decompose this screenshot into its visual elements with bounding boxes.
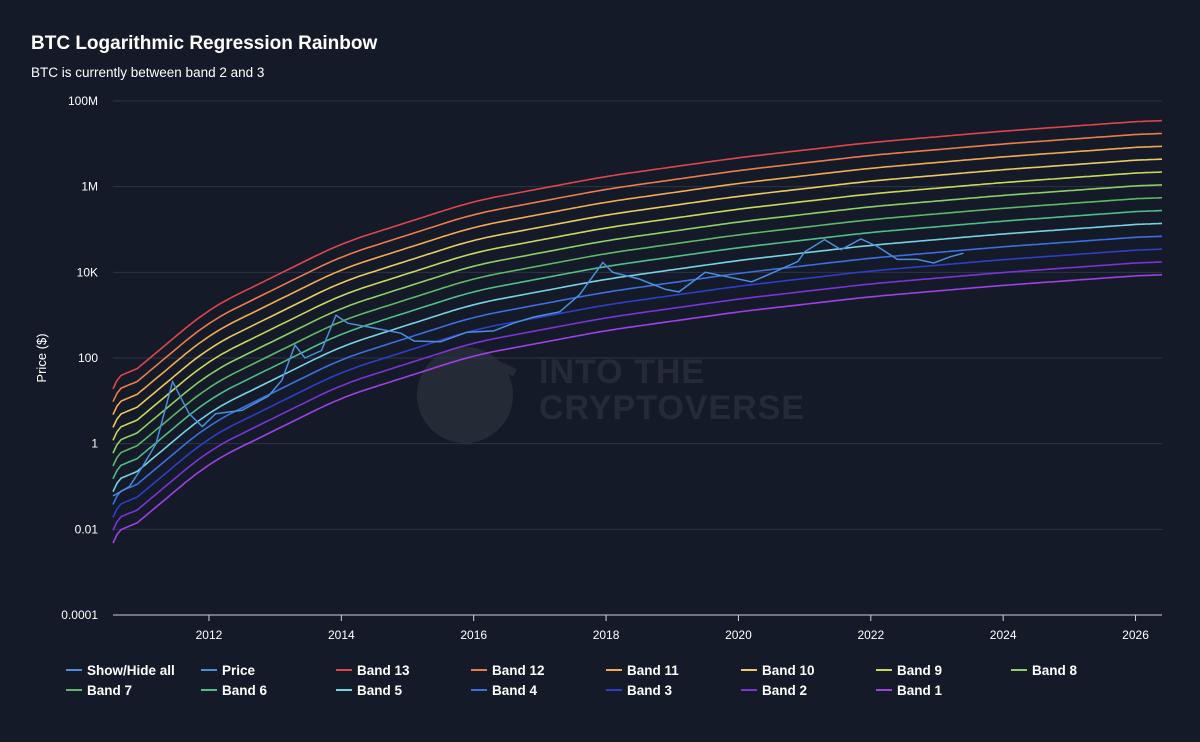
y-tick-label: 100M bbox=[68, 94, 98, 108]
x-tick-label: 2022 bbox=[857, 628, 884, 642]
legend-item-band-6[interactable]: Band 6 bbox=[201, 682, 336, 698]
legend-item-price[interactable]: Price bbox=[201, 662, 336, 678]
band-line-band-12 bbox=[112, 132, 1163, 403]
legend-swatch bbox=[741, 669, 757, 671]
legend-swatch bbox=[201, 669, 217, 671]
band-line-band-13 bbox=[112, 119, 1163, 390]
legend-swatch bbox=[66, 689, 82, 691]
legend-label: Band 11 bbox=[627, 662, 679, 678]
legend-item-band-10[interactable]: Band 10 bbox=[741, 662, 876, 678]
band-lines bbox=[112, 119, 1163, 544]
legend-swatch bbox=[876, 669, 892, 671]
legend: Show/Hide all Price Band 13 Band 12 Band 11 B… bbox=[66, 662, 1176, 698]
legend-swatch bbox=[606, 689, 622, 691]
y-axis-label: Price ($) bbox=[34, 333, 49, 382]
legend-item-band-11[interactable]: Band 11 bbox=[606, 662, 741, 678]
legend-item-band-7[interactable]: Band 7 bbox=[66, 682, 201, 698]
legend-item-band-13[interactable]: Band 13 bbox=[336, 662, 471, 678]
legend-swatch bbox=[471, 689, 487, 691]
x-tick-label: 2016 bbox=[460, 628, 487, 642]
legend-label: Band 12 bbox=[492, 662, 545, 678]
band-line-band-7 bbox=[112, 196, 1163, 467]
legend-swatch bbox=[606, 669, 622, 671]
legend-swatch bbox=[741, 689, 757, 691]
axes: 100M 1M 10K 100 1 0.01 0.0001 2012 2014 2016 2018 2… bbox=[61, 94, 1162, 642]
y-tick-label: 100 bbox=[78, 351, 98, 365]
legend-label: Band 1 bbox=[897, 682, 943, 698]
band-line-band-2 bbox=[112, 261, 1163, 531]
band-line-band-6 bbox=[112, 209, 1163, 480]
legend-label: Band 8 bbox=[1032, 662, 1078, 678]
band-line-band-11 bbox=[112, 145, 1163, 415]
chart-title: BTC Logarithmic Regression Rainbow bbox=[31, 33, 378, 54]
y-tick-label: 0.01 bbox=[75, 522, 99, 536]
band-line-band-10 bbox=[112, 158, 1163, 428]
band-line-band-4 bbox=[112, 235, 1163, 505]
legend-item-band-4[interactable]: Band 4 bbox=[471, 682, 606, 698]
legend-label: Price bbox=[222, 662, 256, 678]
legend-item-show-hide-all[interactable]: Show/Hide all bbox=[66, 662, 201, 678]
legend-swatch bbox=[336, 669, 352, 671]
legend-label: Show/Hide all bbox=[87, 662, 175, 678]
y-tick-label: 0.0001 bbox=[61, 608, 98, 622]
legend-item-band-5[interactable]: Band 5 bbox=[336, 682, 471, 698]
legend-swatch bbox=[1011, 669, 1027, 671]
legend-item-band-9[interactable]: Band 9 bbox=[876, 662, 1011, 678]
legend-label: Band 4 bbox=[492, 682, 538, 698]
legend-item-band-12[interactable]: Band 12 bbox=[471, 662, 606, 678]
legend-item-band-8[interactable]: Band 8 bbox=[1011, 662, 1146, 678]
legend-item-band-3[interactable]: Band 3 bbox=[606, 682, 741, 698]
price-line bbox=[112, 238, 964, 497]
band-line-band-3 bbox=[112, 248, 1163, 518]
legend-item-band-1[interactable]: Band 1 bbox=[876, 682, 1011, 698]
band-line-band-1 bbox=[112, 274, 1163, 544]
x-tick-label: 2026 bbox=[1122, 628, 1149, 642]
legend-label: Band 10 bbox=[762, 662, 815, 678]
band-line-band-9 bbox=[112, 171, 1163, 441]
band-line-band-5 bbox=[112, 222, 1163, 493]
legend-item-band-2[interactable]: Band 2 bbox=[741, 682, 876, 698]
band-line-band-8 bbox=[112, 184, 1163, 454]
y-tick-label: 1 bbox=[91, 437, 98, 451]
chart-subtitle: BTC is currently between band 2 and 3 bbox=[31, 65, 265, 80]
x-tick-label: 2012 bbox=[196, 628, 223, 642]
legend-label: Band 7 bbox=[87, 682, 133, 698]
legend-label: Band 5 bbox=[357, 682, 403, 698]
legend-swatch bbox=[876, 689, 892, 691]
x-tick-label: 2020 bbox=[725, 628, 752, 642]
legend-swatch bbox=[471, 669, 487, 671]
x-tick-label: 2018 bbox=[593, 628, 620, 642]
legend-label: Band 2 bbox=[762, 682, 808, 698]
x-tick-label: 2024 bbox=[990, 628, 1017, 642]
legend-label: Band 6 bbox=[222, 682, 268, 698]
legend-swatch bbox=[66, 669, 82, 671]
legend-label: Band 3 bbox=[627, 682, 673, 698]
legend-label: Band 9 bbox=[897, 662, 943, 678]
x-tick-label: 2014 bbox=[328, 628, 355, 642]
legend-swatch bbox=[336, 689, 352, 691]
y-tick-label: 10K bbox=[77, 265, 98, 279]
legend-label: Band 13 bbox=[357, 662, 410, 678]
legend-swatch bbox=[201, 689, 217, 691]
y-tick-label: 1M bbox=[81, 180, 98, 194]
price-line-group bbox=[112, 238, 964, 497]
grid-lines bbox=[113, 100, 1162, 530]
